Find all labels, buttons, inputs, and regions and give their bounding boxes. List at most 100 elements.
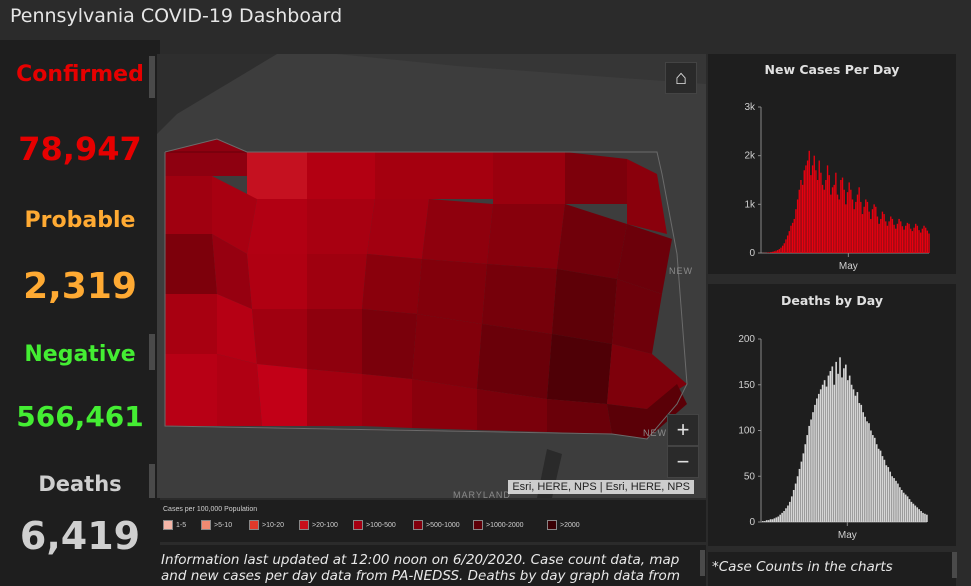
bar [829, 371, 832, 522]
bar [868, 423, 870, 522]
bar [773, 251, 776, 253]
zoom-out-button[interactable]: − [667, 446, 699, 478]
bar [845, 364, 847, 522]
bar [846, 380, 849, 522]
legend-item: >20-100 [299, 520, 338, 532]
bar [802, 453, 805, 522]
bar [889, 471, 892, 522]
bar [883, 459, 886, 522]
y-tick-label: 100 [738, 426, 755, 437]
bar [863, 206, 865, 253]
legend-title: Cases per 100,000 Population [163, 506, 258, 513]
bar [795, 209, 797, 253]
bar [850, 384, 853, 522]
home-button[interactable]: ⌂ [665, 62, 697, 94]
bar [787, 505, 789, 522]
bar [856, 392, 859, 522]
legend-swatch [163, 520, 173, 531]
legend-swatch [473, 520, 483, 531]
bar [845, 204, 847, 253]
bar [899, 487, 901, 522]
legend-label: 1-5 [176, 522, 187, 529]
bar [853, 209, 855, 253]
bar [864, 416, 866, 522]
new-cases-chart-panel: New Cases Per Day 0 1k 2k 3k May [708, 54, 956, 274]
info-scrollbar[interactable] [700, 550, 705, 576]
bar [788, 231, 790, 253]
bar [885, 465, 888, 522]
bar [910, 501, 913, 522]
bar [911, 231, 914, 253]
bar [837, 373, 839, 522]
probable-label: Probable [24, 208, 136, 233]
legend-swatch [249, 520, 259, 531]
bar [786, 235, 789, 253]
footnote-scrollbar[interactable] [952, 552, 957, 578]
bar [872, 435, 874, 522]
legend-item: >2000 [547, 520, 580, 532]
bar [843, 189, 845, 253]
bar [770, 252, 772, 253]
legend-label: >2000 [560, 522, 580, 529]
bar [878, 223, 880, 253]
bar [900, 221, 902, 253]
bar [779, 514, 782, 522]
bar [862, 412, 865, 522]
bar [801, 184, 804, 253]
bar [768, 252, 771, 253]
y-tick-label: 3k [744, 102, 756, 113]
bar [866, 421, 868, 522]
bar [765, 520, 768, 522]
new-cases-chart: 0 1k 2k 3k May [744, 102, 930, 272]
bar [831, 187, 834, 253]
bar [866, 201, 869, 253]
info-panel[interactable]: Information last updated at 12:00 noon o… [157, 545, 706, 586]
bar [928, 233, 930, 253]
bar [920, 232, 922, 253]
bar [870, 430, 872, 522]
map-attribution[interactable]: Esri, HERE, NPS | Esri, HERE, NPS [508, 480, 694, 494]
bar [918, 230, 920, 253]
bar [915, 223, 917, 253]
bar [906, 496, 909, 522]
stats-scrollbar-thumb[interactable] [149, 56, 155, 98]
deaths-label: Deaths [38, 472, 122, 496]
bar [814, 404, 816, 522]
bar [792, 489, 795, 522]
map-scrollbar-handle[interactable] [149, 464, 155, 498]
county-map[interactable]: NEW MARYLAND NEW ⌂ + − Esri, HERE, NPS |… [157, 54, 706, 498]
bar [922, 512, 924, 522]
bar [790, 225, 792, 253]
legend-item: >100-500 [353, 520, 396, 532]
stats-panel[interactable]: Confirmed 78,947 Probable 2,319 Negative… [0, 40, 160, 586]
stats-scrollbar-handle[interactable] [149, 334, 155, 370]
bar [846, 192, 849, 253]
bar [810, 175, 812, 253]
map-canvas[interactable]: NEW MARYLAND NEW [157, 54, 706, 498]
bar [821, 184, 824, 253]
zoom-in-button[interactable]: + [667, 414, 699, 446]
bar [850, 189, 852, 253]
bar [873, 204, 875, 253]
bar [813, 155, 815, 253]
y-tick-label: 2k [744, 151, 756, 162]
bar [823, 189, 825, 253]
bar [852, 389, 855, 522]
legend-label: >1000-2000 [486, 522, 524, 529]
bar [826, 165, 829, 253]
pennsylvania-counties[interactable] [165, 139, 687, 439]
page-title: Pennsylvania COVID-19 Dashboard [10, 5, 343, 27]
bar [879, 450, 882, 522]
bar [793, 218, 795, 253]
footnote-panel[interactable]: *Case Counts in the charts [708, 552, 956, 586]
bar [778, 249, 780, 253]
bar [861, 214, 864, 253]
bar [827, 375, 830, 522]
bar [841, 177, 844, 253]
bar [777, 516, 780, 522]
deaths-chart-title: Deaths by Day [781, 293, 883, 308]
legend-item: >500-1000 [413, 520, 460, 532]
bar [803, 170, 805, 253]
bar [851, 199, 854, 253]
bar [785, 508, 787, 522]
